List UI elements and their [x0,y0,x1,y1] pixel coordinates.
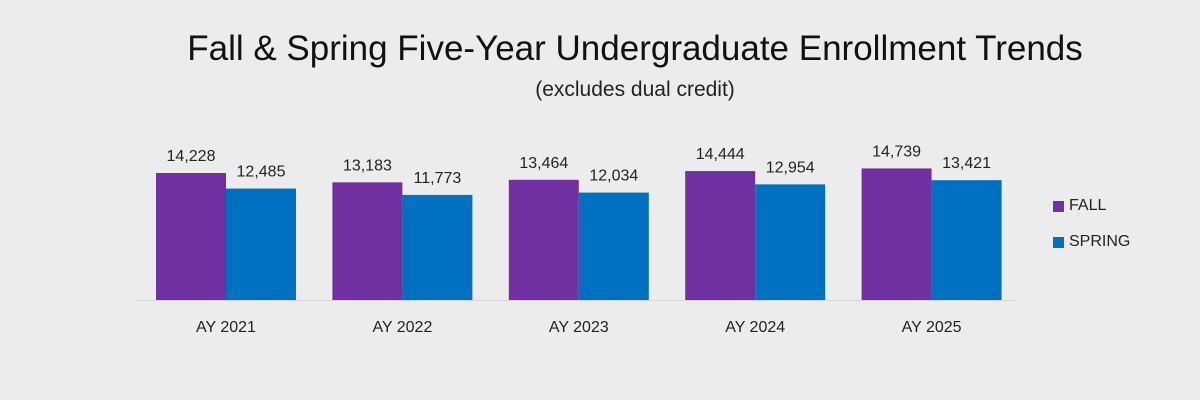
legend-label-spring: SPRING [1069,233,1131,250]
chart-subtitle: (excludes dual credit) [535,78,735,101]
category-label-4: AY 2025 [902,319,962,336]
legend-swatch-fall [1053,200,1064,212]
category-label-0: AY 2021 [196,319,256,336]
data-label-spring-0: 12,485 [237,164,286,181]
legend-swatch-spring [1053,236,1064,248]
data-label-fall-3: 14,444 [696,146,745,163]
legend-label-fall: FALL [1069,197,1107,214]
data-label-fall-0: 14,228 [167,148,216,165]
category-label-1: AY 2022 [372,319,432,336]
data-label-fall-2: 13,464 [519,155,568,172]
bar-fall-1 [332,182,403,300]
bar-spring-0 [226,188,296,300]
data-label-spring-3: 12,954 [766,159,815,176]
bar-fall-2 [508,179,579,300]
legend: FALL SPRING [1053,196,1130,268]
legend-item-fall: FALL [1053,196,1130,216]
bar-spring-4 [931,180,1002,300]
legend-item-spring: SPRING [1053,232,1130,252]
data-label-spring-4: 13,421 [942,155,991,172]
data-label-fall-1: 13,183 [343,157,392,174]
bar-spring-2 [578,192,649,300]
bar-spring-3 [755,184,826,300]
data-label-fall-4: 14,739 [872,143,921,160]
bar-fall-0 [156,173,226,300]
category-label-2: AY 2023 [549,319,609,336]
bar-fall-3 [685,171,756,300]
data-label-spring-1: 11,773 [414,170,462,187]
category-label-3: AY 2024 [725,319,785,336]
bar-fall-4 [861,168,932,300]
chart-title: Fall & Spring Five-Year Undergraduate En… [187,29,1083,68]
data-label-spring-2: 12,034 [589,168,638,185]
bar-spring-1 [402,194,473,300]
